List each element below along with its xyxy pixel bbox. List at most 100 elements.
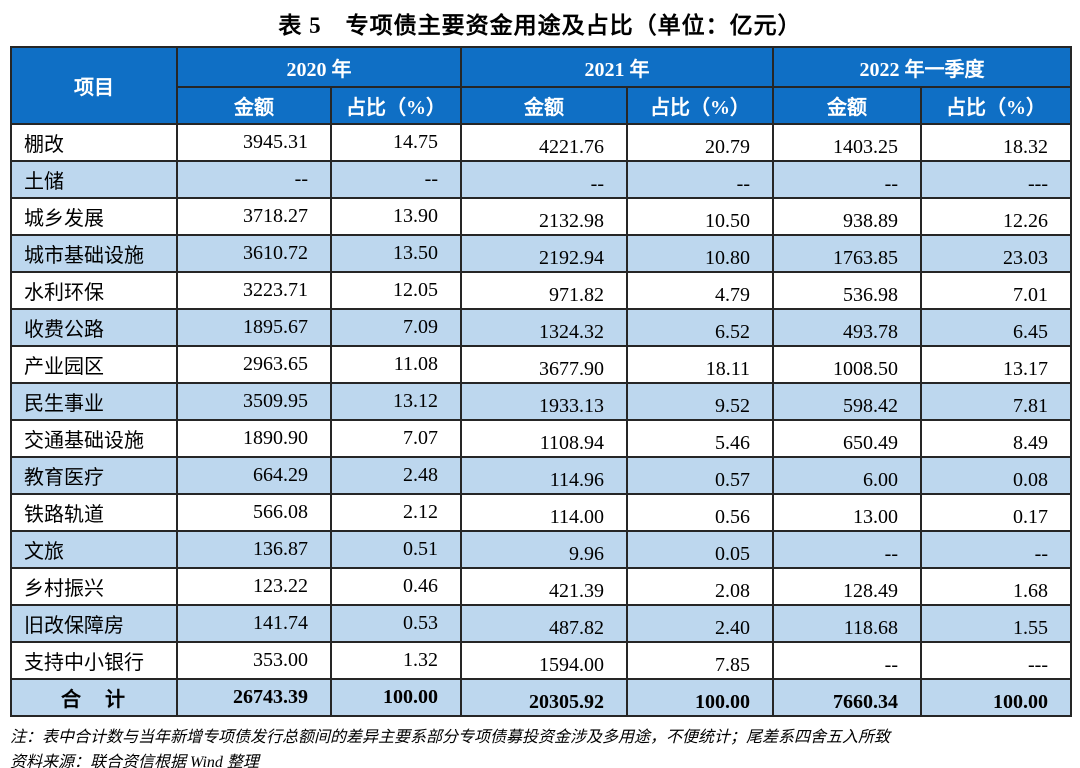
cell-2021-share: 0.05 [626, 530, 774, 569]
cell-2020-share: 2.48 [330, 456, 462, 495]
cell-2020-amount: 123.22 [176, 567, 332, 606]
table-row: 水利环保 3223.71 12.05 971.82 4.79 536.98 7.… [10, 271, 1072, 310]
cell-2021-amount: 1324.32 [460, 308, 628, 347]
cell-2022q1-amount: -- [772, 530, 922, 569]
cell-2022q1-amount: 1763.85 [772, 234, 922, 273]
item-label: 城乡发展 [10, 197, 178, 236]
total-2022q1-amount: 7660.34 [772, 678, 922, 717]
cell-2020-share: 7.07 [330, 419, 462, 458]
cell-2021-amount: -- [460, 160, 628, 199]
cell-2020-amount: 664.29 [176, 456, 332, 495]
col-header-2020: 2020 年 [176, 46, 462, 88]
cell-2020-share: 12.05 [330, 271, 462, 310]
table-row: 城乡发展 3718.27 13.90 2132.98 10.50 938.89 … [10, 197, 1072, 236]
cell-2020-amount: 353.00 [176, 641, 332, 680]
cell-2022q1-share: 8.49 [920, 419, 1072, 458]
item-label: 乡村振兴 [10, 567, 178, 606]
table-row: 交通基础设施 1890.90 7.07 1108.94 5.46 650.49 … [10, 419, 1072, 458]
cell-2021-amount: 114.96 [460, 456, 628, 495]
cell-2021-amount: 487.82 [460, 604, 628, 643]
cell-2022q1-share: 18.32 [920, 123, 1072, 162]
cell-2022q1-amount: 493.78 [772, 308, 922, 347]
cell-2021-share: 10.80 [626, 234, 774, 273]
table-row: 旧改保障房 141.74 0.53 487.82 2.40 118.68 1.5… [10, 604, 1072, 643]
footnote-remark: 注：表中合计数与当年新增专项债发行总额间的差异主要系部分专项债募投资金涉及多用途… [10, 729, 891, 746]
item-label: 旧改保障房 [10, 604, 178, 643]
cell-2020-amount: 2963.65 [176, 345, 332, 384]
cell-2022q1-amount: 650.49 [772, 419, 922, 458]
col-header-share-2021: 占比（%） [626, 86, 774, 125]
item-label: 收费公路 [10, 308, 178, 347]
item-label: 民生事业 [10, 382, 178, 421]
table-row: 土储 -- -- -- -- -- --- [10, 160, 1072, 199]
cell-2022q1-share: 12.26 [920, 197, 1072, 236]
cell-2022q1-amount: 1403.25 [772, 123, 922, 162]
cell-2021-amount: 2132.98 [460, 197, 628, 236]
table-row: 产业园区 2963.65 11.08 3677.90 18.11 1008.50… [10, 345, 1072, 384]
footnote-source: 资料来源：联合资信根据 Wind 整理 [10, 754, 259, 768]
item-label: 教育医疗 [10, 456, 178, 495]
cell-2020-amount: 1895.67 [176, 308, 332, 347]
cell-2020-share: 7.09 [330, 308, 462, 347]
col-header-share-2022q1: 占比（%） [920, 86, 1072, 125]
item-label: 铁路轨道 [10, 493, 178, 532]
cell-2020-amount: 141.74 [176, 604, 332, 643]
cell-2021-share: 0.56 [626, 493, 774, 532]
cell-2020-share: 0.53 [330, 604, 462, 643]
cell-2022q1-share: 0.08 [920, 456, 1072, 495]
total-row: 合 计 26743.39 100.00 20305.92 100.00 7660… [10, 678, 1072, 717]
table-row: 收费公路 1895.67 7.09 1324.32 6.52 493.78 6.… [10, 308, 1072, 347]
header-sub-row: 金额 占比（%） 金额 占比（%） 金额 占比（%） [11, 86, 1072, 125]
cell-2020-share: 11.08 [330, 345, 462, 384]
table-row: 城市基础设施 3610.72 13.50 2192.94 10.80 1763.… [10, 234, 1072, 273]
table-row: 铁路轨道 566.08 2.12 114.00 0.56 13.00 0.17 [10, 493, 1072, 532]
table-header: 项目 2020 年 2021 年 2022 年一季度 金额 占比（%） 金额 占… [10, 46, 1072, 125]
item-label: 支持中小银行 [10, 641, 178, 680]
cell-2021-amount: 114.00 [460, 493, 628, 532]
item-label: 棚改 [10, 123, 178, 162]
total-2021-amount: 20305.92 [460, 678, 628, 717]
col-header-amount-2022q1: 金额 [772, 86, 922, 125]
cell-2021-share: 0.57 [626, 456, 774, 495]
cell-2021-amount: 1108.94 [460, 419, 628, 458]
bond-usage-table: 项目 2020 年 2021 年 2022 年一季度 金额 占比（%） 金额 占… [10, 46, 1072, 717]
item-label: 城市基础设施 [10, 234, 178, 273]
cell-2022q1-amount: 536.98 [772, 271, 922, 310]
cell-2021-amount: 1594.00 [460, 641, 628, 680]
cell-2021-share: 20.79 [626, 123, 774, 162]
total-label: 合 计 [10, 678, 178, 717]
cell-2021-amount: 2192.94 [460, 234, 628, 273]
cell-2022q1-share: -- [920, 530, 1072, 569]
item-label: 产业园区 [10, 345, 178, 384]
cell-2020-share: -- [330, 160, 462, 199]
cell-2021-amount: 1933.13 [460, 382, 628, 421]
cell-2022q1-amount: 938.89 [772, 197, 922, 236]
cell-2021-share: -- [626, 160, 774, 199]
table-row: 棚改 3945.31 14.75 4221.76 20.79 1403.25 1… [10, 123, 1072, 162]
cell-2021-share: 9.52 [626, 382, 774, 421]
cell-2021-share: 4.79 [626, 271, 774, 310]
cell-2021-share: 2.08 [626, 567, 774, 606]
cell-2021-share: 5.46 [626, 419, 774, 458]
table-row: 教育医疗 664.29 2.48 114.96 0.57 6.00 0.08 [10, 456, 1072, 495]
cell-2020-share: 0.46 [330, 567, 462, 606]
table-row: 支持中小银行 353.00 1.32 1594.00 7.85 -- --- [10, 641, 1072, 680]
col-header-2021: 2021 年 [460, 46, 774, 88]
item-label: 水利环保 [10, 271, 178, 310]
table-title: 表 5 专项债主要资金用途及占比（单位：亿元） [278, 13, 802, 38]
cell-2020-amount: -- [176, 160, 332, 199]
col-header-amount-2021: 金额 [460, 86, 628, 125]
cell-2022q1-share: 7.81 [920, 382, 1072, 421]
cell-2020-share: 1.32 [330, 641, 462, 680]
cell-2021-share: 18.11 [626, 345, 774, 384]
cell-2022q1-share: 1.68 [920, 567, 1072, 606]
cell-2022q1-share: --- [920, 641, 1072, 680]
table-row: 文旅 136.87 0.51 9.96 0.05 -- -- [10, 530, 1072, 569]
cell-2020-amount: 3945.31 [176, 123, 332, 162]
cell-2021-share: 2.40 [626, 604, 774, 643]
col-header-share-2020: 占比（%） [330, 86, 462, 125]
total-2022q1-share: 100.00 [920, 678, 1072, 717]
cell-2022q1-share: 6.45 [920, 308, 1072, 347]
cell-2020-share: 14.75 [330, 123, 462, 162]
